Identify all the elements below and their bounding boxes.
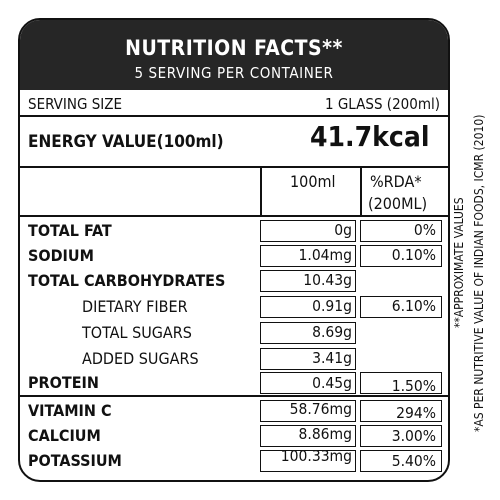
column-header-rda: %RDA*	[370, 172, 422, 191]
sub-nutrient-name: TOTAL SUGARS	[82, 323, 192, 342]
value-cell	[360, 220, 442, 242]
nutrient-name: VITAMIN C	[28, 401, 112, 420]
sub-nutrient-name: DIETARY FIBER	[82, 297, 188, 316]
value-cell	[360, 372, 442, 394]
divider	[20, 166, 448, 168]
value-cell	[260, 348, 356, 370]
value-cell	[260, 450, 356, 472]
value-rda: 1.50%	[391, 377, 436, 395]
divider	[20, 115, 448, 117]
value-cell	[260, 322, 356, 344]
value-per-100ml: 8.69g	[312, 323, 352, 341]
source-note: *AS PER NUTRITIVE VALUE OF INDIAN FOODS,…	[472, 114, 486, 432]
value-cell	[260, 270, 356, 292]
value-per-100ml: 8.86mg	[298, 425, 352, 443]
value-cell	[260, 296, 356, 318]
value-per-100ml: 100.33mg	[280, 447, 352, 465]
value-rda: 0%	[413, 221, 436, 239]
value-per-100ml: 0g	[334, 221, 352, 239]
serving-size-label: SERVING SIZE	[28, 95, 123, 113]
value-cell	[360, 425, 442, 447]
column-divider	[260, 167, 262, 215]
value-cell	[260, 245, 356, 267]
value-per-100ml: 3.41g	[312, 349, 352, 367]
energy-value: 41.7kcal	[310, 120, 430, 153]
value-cell	[360, 245, 442, 267]
value-rda: 0.10%	[391, 246, 436, 264]
column-header-100ml: 100ml	[290, 172, 336, 191]
value-cell	[260, 400, 356, 422]
panel-title: NUTRITION FACTS**	[125, 36, 343, 60]
nutrient-name: SODIUM	[28, 246, 94, 265]
value-rda: 6.10%	[391, 297, 436, 315]
value-cell	[260, 220, 356, 242]
value-cell	[360, 296, 442, 318]
nutrient-name: TOTAL CARBOHYDRATES	[28, 271, 226, 290]
value-rda: 5.40%	[391, 452, 436, 470]
value-cell	[260, 425, 356, 447]
value-per-100ml: 0.91g	[312, 297, 352, 315]
panel-header: NUTRITION FACTS** 5 SERVING PER CONTAINE…	[20, 20, 448, 90]
value-cell	[360, 450, 442, 472]
nutrient-name: CALCIUM	[28, 426, 101, 445]
energy-label: ENERGY VALUE(100ml)	[28, 132, 224, 152]
nutrient-name: PROTEIN	[28, 373, 99, 392]
nutrition-panel: NUTRITION FACTS** 5 SERVING PER CONTAINE…	[18, 18, 450, 482]
nutrient-name: TOTAL FAT	[28, 221, 112, 240]
value-per-100ml: 10.43g	[303, 271, 352, 289]
value-cell	[260, 372, 356, 394]
value-per-100ml: 58.76mg	[289, 400, 352, 418]
divider	[20, 215, 448, 217]
value-per-100ml: 0.45g	[312, 374, 352, 392]
column-header-rda-unit: (200ML)	[368, 194, 428, 213]
value-cell	[360, 400, 442, 422]
value-per-100ml: 1.04mg	[298, 246, 352, 264]
value-rda: 294%	[396, 404, 436, 422]
approximate-values-note: **APPROXIMATE VALUES	[452, 197, 466, 328]
nutrient-name: POTASSIUM	[28, 451, 122, 470]
divider	[20, 395, 448, 397]
sub-nutrient-name: ADDED SUGARS	[82, 349, 199, 368]
value-rda: 3.00%	[391, 427, 436, 445]
column-divider	[360, 167, 362, 215]
panel-subtitle: 5 SERVING PER CONTAINER	[134, 64, 334, 82]
serving-size-value: 1 GLASS (200ml)	[324, 95, 440, 113]
